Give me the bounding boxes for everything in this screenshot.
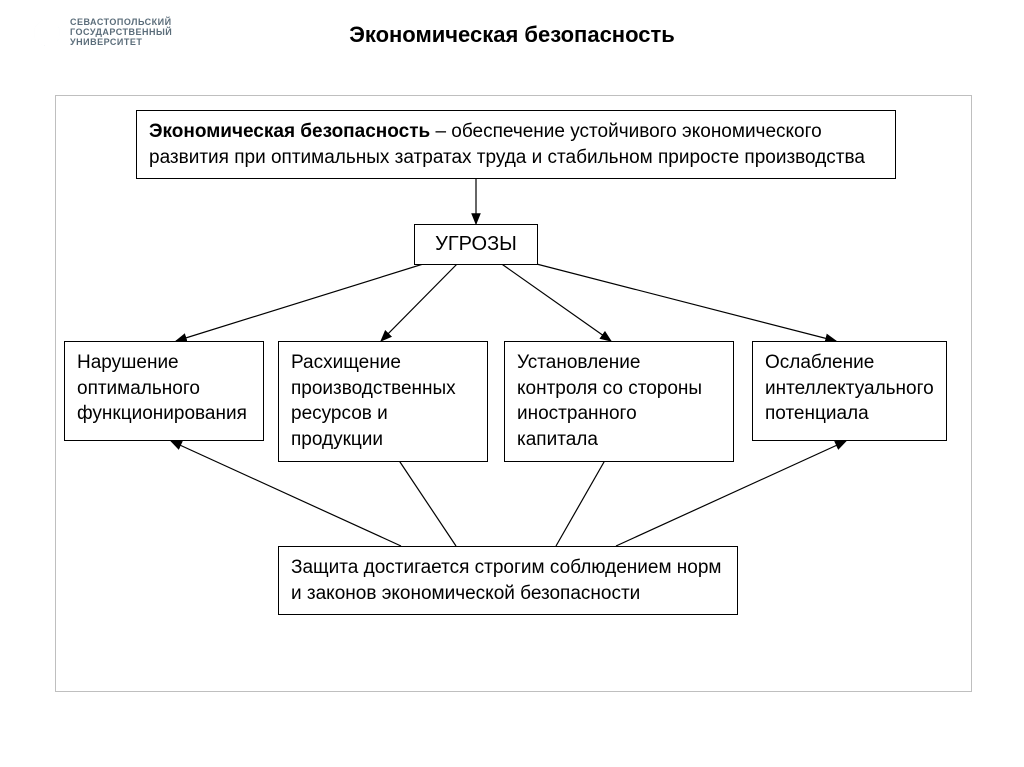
threat2-text: Расхищение производственных ресурсов и п…: [291, 352, 456, 450]
threats-box: УГРОЗЫ: [414, 224, 538, 265]
threat4-text: Ослабление интеллектуального потенциала: [765, 352, 934, 424]
diagram-container: Экономическая безопасность – обеспечение…: [55, 95, 972, 692]
threat1-box: Нарушение оптимального функционирования: [64, 341, 264, 441]
protection-box: Защита достигается строгим соблюдением н…: [278, 546, 738, 615]
threat3-box: Установление контроля со стороны иностра…: [504, 341, 734, 462]
threat1-text: Нарушение оптимального функционирования: [77, 352, 247, 424]
threats-label: УГРОЗЫ: [435, 233, 517, 255]
page-title: Экономическая безопасность: [0, 22, 1024, 48]
threat3-text: Установление контроля со стороны иностра…: [517, 352, 702, 450]
definition-term: Экономическая безопасность: [149, 121, 430, 142]
definition-box: Экономическая безопасность – обеспечение…: [136, 110, 896, 179]
threat4-box: Ослабление интеллектуального потенциала: [752, 341, 947, 441]
protection-text: Защита достигается строгим соблюдением н…: [291, 557, 721, 604]
threat2-box: Расхищение производственных ресурсов и п…: [278, 341, 488, 462]
